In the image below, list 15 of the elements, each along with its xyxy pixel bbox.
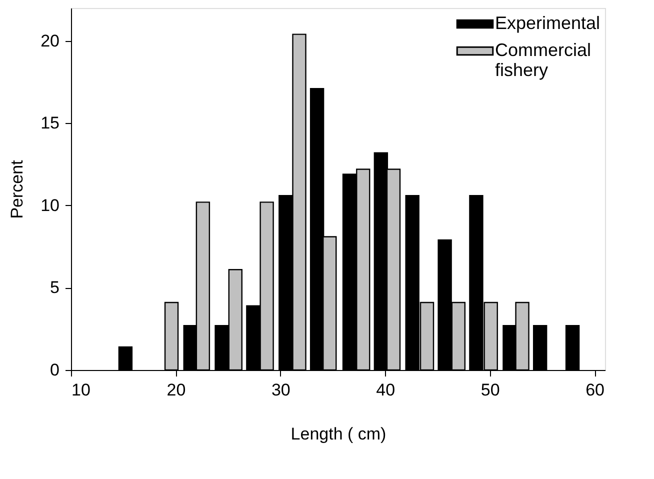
y-tick-label: 15 — [40, 114, 60, 133]
x-tick-label: 20 — [166, 380, 186, 400]
y-tick-label: 10 — [40, 196, 60, 215]
x-tick-label: 10 — [72, 380, 90, 400]
legend-label: Commercial fishery — [495, 40, 592, 80]
y-tick-label: 20 — [40, 31, 60, 50]
x-tick-label: 60 — [586, 380, 604, 400]
y-tick-label: 5 — [50, 278, 60, 298]
x-axis-title: Length ( cm) — [290, 424, 386, 444]
x-tick-label: 50 — [480, 380, 500, 400]
y-tick-label: 0 — [50, 360, 60, 380]
legend-label: Experimental — [495, 13, 600, 33]
y-axis-title: Percent — [8, 160, 27, 219]
x-tick-label: 40 — [376, 380, 396, 400]
x-tick-label: 30 — [271, 380, 290, 400]
